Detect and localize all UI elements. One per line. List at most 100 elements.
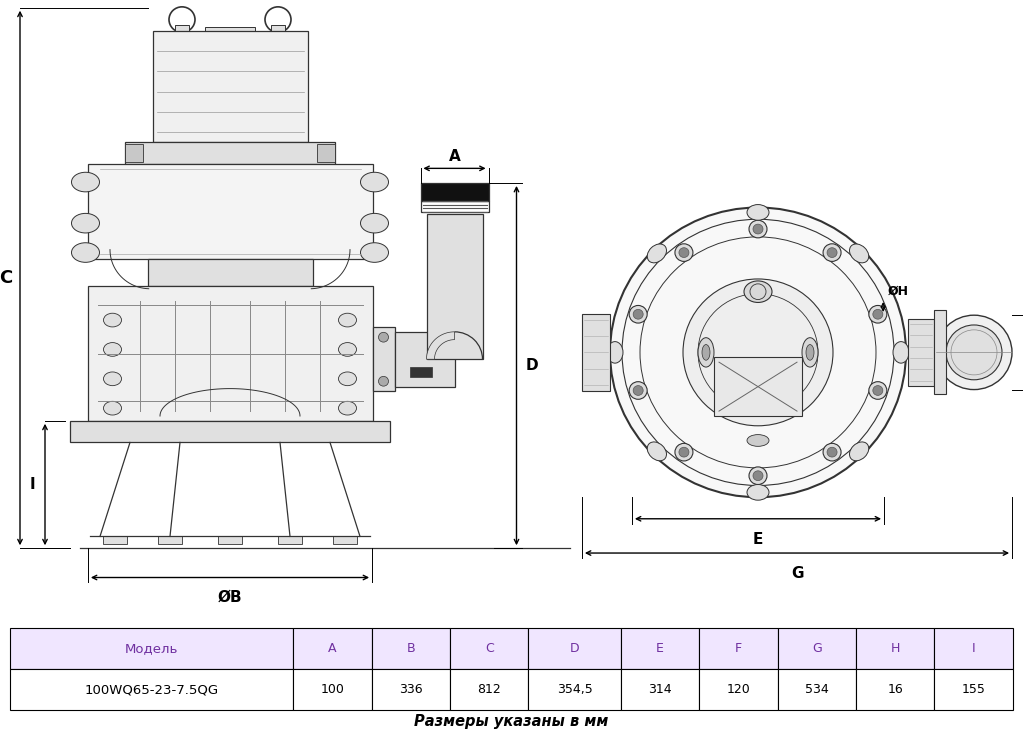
Text: A: A [449, 149, 460, 164]
Ellipse shape [103, 402, 122, 415]
Circle shape [873, 310, 883, 319]
FancyBboxPatch shape [934, 669, 1013, 710]
FancyBboxPatch shape [294, 627, 371, 669]
Circle shape [679, 248, 688, 257]
Text: G: G [791, 566, 803, 581]
Text: 354,5: 354,5 [557, 683, 592, 696]
Text: D: D [525, 358, 538, 373]
Text: ØB: ØB [218, 590, 242, 604]
Bar [147, 259, 312, 286]
Ellipse shape [72, 242, 99, 262]
Bar [158, 537, 182, 544]
Text: G: G [812, 642, 821, 654]
Bar [103, 537, 127, 544]
Ellipse shape [360, 214, 389, 233]
Bar [420, 183, 489, 200]
Bar [88, 164, 372, 259]
Bar [175, 26, 189, 33]
Bar [409, 367, 432, 377]
Ellipse shape [72, 172, 99, 192]
Circle shape [869, 305, 887, 323]
Text: F: F [735, 642, 742, 654]
Ellipse shape [360, 172, 389, 192]
Ellipse shape [72, 214, 99, 233]
Text: I: I [30, 477, 35, 492]
Bar [714, 357, 802, 416]
Bar [125, 142, 335, 164]
Bar [218, 537, 242, 544]
FancyBboxPatch shape [621, 669, 700, 710]
Ellipse shape [339, 402, 356, 415]
FancyBboxPatch shape [934, 627, 1013, 669]
Text: 100: 100 [320, 683, 345, 696]
Ellipse shape [339, 343, 356, 356]
Ellipse shape [339, 372, 356, 385]
Bar [271, 26, 285, 33]
Circle shape [753, 471, 763, 481]
Text: B: B [406, 642, 415, 654]
FancyBboxPatch shape [450, 669, 528, 710]
FancyBboxPatch shape [621, 627, 700, 669]
FancyBboxPatch shape [700, 627, 777, 669]
FancyBboxPatch shape [528, 669, 621, 710]
Bar [333, 537, 357, 544]
Ellipse shape [103, 343, 122, 356]
Ellipse shape [744, 281, 772, 302]
Bar [278, 537, 302, 544]
Bar [152, 32, 308, 142]
Circle shape [633, 385, 643, 395]
Text: 155: 155 [962, 683, 985, 696]
Circle shape [936, 315, 1012, 390]
Bar [88, 286, 372, 421]
Bar [908, 319, 934, 385]
Text: E: E [656, 642, 664, 654]
FancyBboxPatch shape [450, 627, 528, 669]
Circle shape [827, 248, 837, 257]
Circle shape [869, 382, 887, 399]
Ellipse shape [893, 342, 909, 363]
Circle shape [629, 305, 648, 323]
FancyBboxPatch shape [528, 627, 621, 669]
Circle shape [824, 444, 841, 461]
Text: A: A [328, 642, 337, 654]
FancyBboxPatch shape [856, 669, 934, 710]
Ellipse shape [698, 338, 714, 367]
Bar [317, 144, 335, 162]
FancyBboxPatch shape [777, 627, 856, 669]
Ellipse shape [103, 372, 122, 385]
Text: I: I [972, 642, 976, 654]
Ellipse shape [607, 342, 623, 363]
Circle shape [629, 382, 648, 399]
Text: 534: 534 [805, 683, 829, 696]
Circle shape [749, 467, 767, 484]
Text: 336: 336 [399, 683, 422, 696]
Bar [395, 332, 454, 387]
Text: C: C [0, 269, 12, 287]
Ellipse shape [103, 313, 122, 327]
Circle shape [679, 447, 688, 457]
Bar [934, 310, 946, 394]
Text: ØH: ØH [888, 284, 909, 298]
Bar [372, 327, 395, 391]
Text: D: D [570, 642, 579, 654]
Ellipse shape [747, 435, 769, 447]
Ellipse shape [702, 345, 710, 360]
Circle shape [753, 224, 763, 234]
Circle shape [873, 385, 883, 395]
Ellipse shape [339, 313, 356, 327]
FancyBboxPatch shape [700, 669, 777, 710]
Text: 16: 16 [887, 683, 903, 696]
Text: Размеры указаны в мм: Размеры указаны в мм [414, 714, 609, 729]
Text: Модель: Модель [125, 642, 178, 654]
Bar [205, 27, 255, 37]
Circle shape [749, 220, 767, 238]
FancyBboxPatch shape [777, 669, 856, 710]
Ellipse shape [747, 484, 769, 500]
Circle shape [633, 310, 643, 319]
Text: C: C [485, 642, 493, 654]
Text: 120: 120 [726, 683, 750, 696]
FancyBboxPatch shape [371, 669, 450, 710]
Circle shape [675, 244, 693, 262]
Bar [125, 144, 143, 162]
Text: 314: 314 [649, 683, 672, 696]
